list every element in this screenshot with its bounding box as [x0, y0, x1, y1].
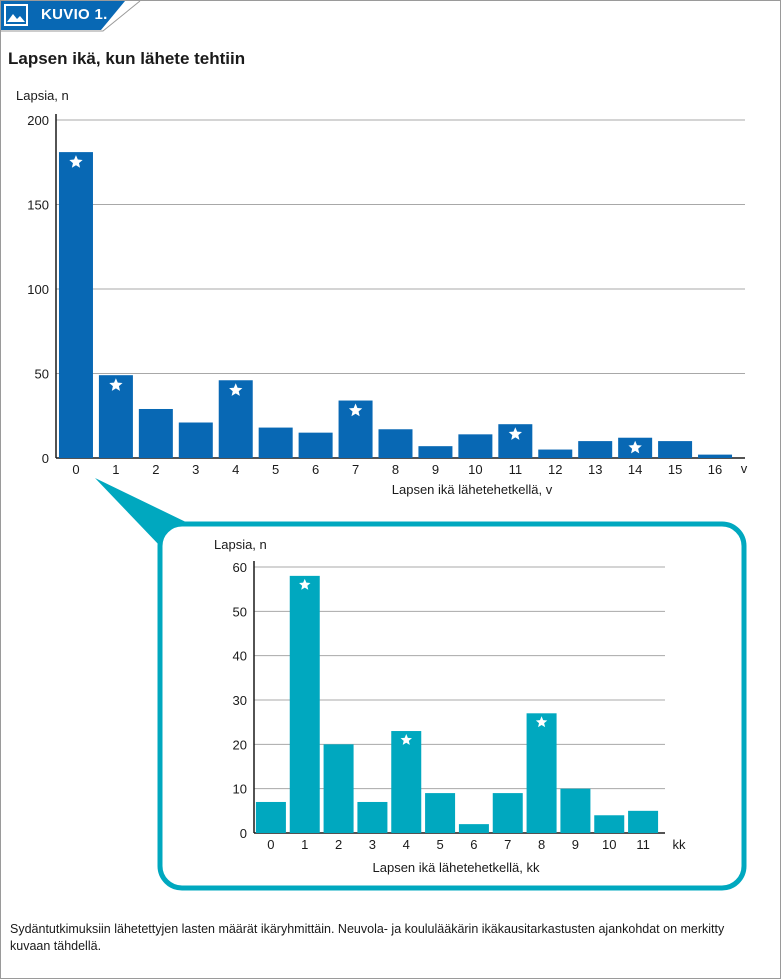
inset-y-tick-label: 0 [240, 826, 247, 841]
header-tab-shape [0, 0, 141, 32]
inset-bar [492, 793, 523, 833]
main-x-tick-label: 11 [509, 462, 523, 477]
inset-x-tick-label: 6 [470, 837, 477, 852]
main-x-tick-label: 7 [352, 462, 359, 477]
main-x-unit: v [741, 461, 748, 476]
inset-x-tick-label: 5 [436, 837, 443, 852]
inset-x-tick-label: 8 [538, 837, 545, 852]
inset-bar [289, 575, 320, 833]
main-bar [658, 441, 693, 458]
inset-chart: Lapsia, n Lapsen ikä lähetehetkellä, kk … [214, 537, 686, 875]
inset-x-axis-label: Lapsen ikä lähetehetkellä, kk [373, 860, 540, 875]
inset-x-tick-label: 9 [572, 837, 579, 852]
main-star-marker [229, 383, 243, 396]
main-star-marker [69, 155, 83, 168]
inset-bar [391, 731, 422, 833]
main-bar [298, 432, 333, 458]
inset-bar [526, 713, 557, 833]
main-x-tick-label: 10 [468, 462, 482, 477]
main-y-tick-label: 100 [27, 282, 49, 297]
main-chart: Lapsia, n Lapsen ikä lähetehetkellä, v v… [16, 88, 748, 497]
main-bar [378, 429, 413, 458]
main-y-tick-label: 200 [27, 113, 49, 128]
main-bar [538, 449, 573, 458]
inset-bar [425, 793, 456, 833]
main-y-tick-label: 150 [27, 198, 49, 213]
inset-bar [560, 788, 591, 833]
inset-x-tick-label: 4 [403, 837, 410, 852]
inset-star-marker [299, 578, 311, 590]
main-x-tick-label: 15 [668, 462, 682, 477]
main-bar [178, 422, 213, 458]
inset-y-tick-label: 40 [233, 649, 247, 664]
main-x-axis-label: Lapsen ikä lähetehetkellä, v [392, 482, 553, 497]
inset-bar [628, 810, 659, 833]
inset-bar [594, 815, 625, 833]
main-star-marker [628, 440, 642, 454]
figure-caption: Sydäntutkimuksiin lähetettyjen lasten mä… [10, 922, 725, 953]
inset-x-tick-label: 11 [636, 837, 650, 852]
inset-y-tick-label: 50 [233, 604, 247, 619]
main-y-tick-label: 0 [42, 451, 49, 466]
inset-star-marker [535, 716, 548, 728]
inset-y-axis-label: Lapsia, n [214, 537, 267, 552]
inset-bar [255, 801, 286, 833]
figure-badge [1, 1, 125, 30]
inset-x-tick-label: 10 [602, 837, 616, 852]
inset-x-tick-label: 2 [335, 837, 342, 852]
main-bar [418, 446, 453, 458]
figure-number: KUVIO 1. [41, 6, 108, 23]
inset-x-tick-label: 1 [301, 837, 308, 852]
main-bar [698, 454, 733, 458]
main-x-tick-label: 16 [708, 462, 722, 477]
main-bar [98, 375, 133, 458]
main-star-marker [109, 378, 123, 391]
inset-y-tick-label: 20 [233, 737, 247, 752]
inset-y-tick-label: 60 [233, 560, 247, 575]
main-x-tick-label: 13 [588, 462, 602, 477]
inset-star-marker [400, 734, 412, 745]
main-x-tick-label: 12 [548, 462, 562, 477]
main-x-tick-label: 2 [152, 462, 159, 477]
main-y-tick-label: 50 [35, 367, 49, 382]
main-y-axis-label: Lapsia, n [16, 88, 69, 103]
image-icon [4, 4, 28, 26]
inset-y-tick-label: 10 [233, 782, 247, 797]
inset-x-tick-label: 3 [369, 837, 376, 852]
main-bar [58, 152, 93, 459]
inset-bar [357, 801, 388, 833]
inset-x-tick-label: 7 [504, 837, 511, 852]
main-bar [138, 408, 173, 458]
main-x-tick-label: 9 [432, 462, 439, 477]
main-star-marker [348, 403, 363, 417]
main-x-tick-label: 8 [392, 462, 399, 477]
main-x-tick-label: 5 [272, 462, 279, 477]
inset-bar [458, 824, 489, 833]
page-title: Lapsen ikä, kun lähete tehtiin [8, 49, 246, 68]
main-x-tick-label: 0 [72, 462, 79, 477]
inset-y-tick-label: 30 [233, 693, 247, 708]
inset-bar [323, 744, 354, 833]
main-x-tick-label: 14 [628, 462, 642, 477]
main-bar [578, 441, 613, 458]
main-bar [258, 427, 293, 458]
main-x-tick-label: 3 [192, 462, 199, 477]
main-star-marker [508, 427, 522, 440]
main-x-tick-label: 1 [112, 462, 119, 477]
inset-x-tick-label: 0 [267, 837, 274, 852]
main-x-tick-label: 6 [312, 462, 319, 477]
main-x-tick-label: 4 [232, 462, 239, 477]
inset-x-unit: kk [673, 837, 687, 852]
main-bar [458, 434, 493, 458]
